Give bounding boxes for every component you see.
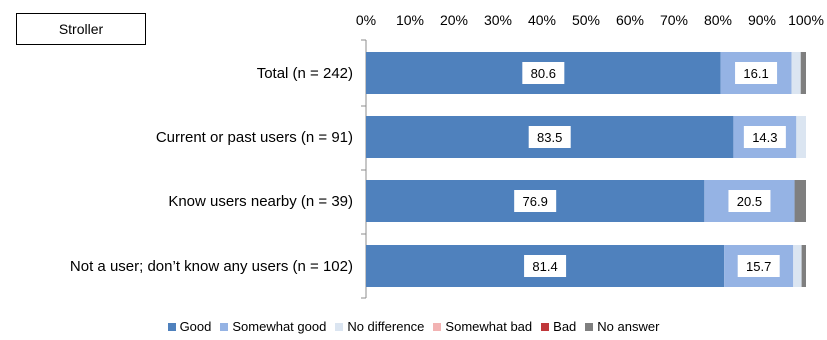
data-label-box [737, 255, 780, 277]
data-label: 20.5 [737, 194, 762, 209]
legend-item: Somewhat good [220, 319, 326, 334]
data-label-box [528, 126, 571, 148]
x-tick-label: 80% [704, 12, 732, 28]
data-label: 14.3 [752, 130, 777, 145]
category-label: Total (n = 242) [257, 65, 353, 82]
legend-swatch [585, 322, 594, 331]
x-tick-label: 10% [396, 12, 424, 28]
data-label: 76.9 [523, 194, 548, 209]
x-tick-label: 0% [356, 12, 376, 28]
stacked-bar-chart: 0% 10% 20% 30% 40% 50% 60% 70% 80% 90% 100% Total (… [70, 12, 824, 299]
legend-swatch [335, 322, 344, 331]
data-label: 83.5 [537, 130, 562, 145]
bar-segment [796, 116, 806, 158]
legend-item: Bad [541, 319, 576, 334]
data-label-box [522, 62, 565, 84]
data-label-box [524, 255, 567, 277]
bar-segment [800, 52, 806, 94]
legend-item: No answer [585, 319, 659, 334]
legend-label: No difference [347, 319, 425, 334]
legend-label: Somewhat good [232, 319, 327, 334]
x-tick-label: 50% [572, 12, 600, 28]
data-label-box [735, 62, 778, 84]
legend-swatch [433, 322, 442, 331]
legend-label: Bad [553, 319, 577, 334]
category-label: Know users nearby (n = 39) [168, 193, 353, 210]
bar-segment [794, 180, 806, 222]
x-tick-label: 100% [788, 12, 824, 28]
legend-swatch [541, 322, 550, 331]
data-label-box [728, 190, 771, 212]
data-label: 80.6 [531, 66, 556, 81]
legend: Good Somewhat good No difference Somewhat b… [0, 319, 827, 334]
legend-item: Good [167, 319, 212, 334]
legend-swatch [220, 322, 229, 331]
x-tick-label: 40% [528, 12, 556, 28]
data-label-box [514, 190, 557, 212]
bar-segment [793, 245, 802, 287]
x-tick-label: 30% [484, 12, 512, 28]
bar-segment [801, 245, 806, 287]
category-label: Current or past users (n = 91) [156, 129, 353, 146]
chart-label-box: Stroller [16, 13, 146, 45]
legend-label: Somewhat bad [445, 319, 533, 334]
data-label: 15.7 [746, 259, 771, 274]
legend-label: Good [179, 319, 212, 334]
category-label: Not a user; don’t know any users (n = 10… [70, 258, 353, 275]
data-label-box [743, 126, 786, 148]
legend-label: No answer [597, 319, 660, 334]
data-label: 81.4 [532, 259, 557, 274]
chart-label: Stroller [58, 21, 104, 37]
x-tick-label: 70% [660, 12, 688, 28]
data-label: 16.1 [743, 66, 768, 81]
bar-segment [791, 52, 801, 94]
legend-item: No difference [335, 319, 424, 334]
legend-swatch [167, 322, 176, 331]
x-tick-label: 90% [748, 12, 776, 28]
legend-item: Somewhat bad [433, 319, 532, 334]
x-tick-label: 20% [440, 12, 468, 28]
x-tick-label: 60% [616, 12, 644, 28]
